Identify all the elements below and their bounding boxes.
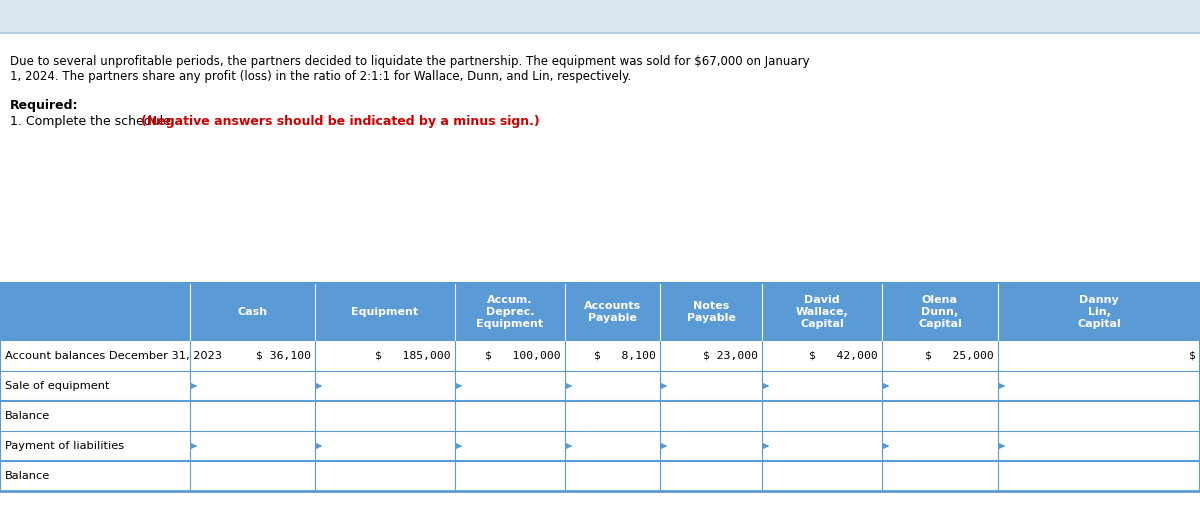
Text: Balance: Balance [5, 471, 50, 481]
Text: 1. Complete the schedule.: 1. Complete the schedule. [10, 115, 179, 128]
Text: $   42,000: $ 42,000 [809, 351, 878, 361]
Text: $: $ [1189, 351, 1196, 361]
Bar [0, 371, 1200, 401]
Bar [0, 401, 1200, 431]
Text: Due to several unprofitable periods, the partners decided to liquidate the partn: Due to several unprofitable periods, the… [10, 55, 810, 68]
Text: Cash: Cash [238, 307, 268, 317]
Text: David
Wallace,
Capital: David Wallace, Capital [796, 295, 848, 328]
Text: $   8,100: $ 8,100 [594, 351, 656, 361]
Bar [0, 461, 1200, 491]
Text: Required:: Required: [10, 99, 78, 112]
Bar [0, 431, 1200, 461]
Text: $   25,000: $ 25,000 [925, 351, 994, 361]
Text: $   100,000: $ 100,000 [485, 351, 562, 361]
Text: Balance: Balance [5, 411, 50, 421]
Text: $ 36,100: $ 36,100 [256, 351, 311, 361]
Text: $ 23,000: $ 23,000 [703, 351, 758, 361]
Text: Danny
Lin,
Capital: Danny Lin, Capital [1078, 295, 1121, 328]
Text: 1, 2024. The partners share any profit (loss) in the ratio of 2:1:1 for Wallace,: 1, 2024. The partners share any profit (… [10, 70, 631, 83]
Bar [0, 0, 1200, 33]
Text: Equipment: Equipment [352, 307, 419, 317]
Text: Payment of liabilities: Payment of liabilities [5, 441, 124, 451]
Text: (Negative answers should be indicated by a minus sign.): (Negative answers should be indicated by… [142, 115, 540, 128]
Text: Accum.
Deprec.
Equipment: Accum. Deprec. Equipment [476, 295, 544, 328]
Text: Accounts
Payable: Accounts Payable [584, 301, 641, 323]
Text: Account balances December 31, 2023: Account balances December 31, 2023 [5, 351, 222, 361]
Text: $   185,000: $ 185,000 [376, 351, 451, 361]
Bar [0, 341, 1200, 371]
Text: Olena
Dunn,
Capital: Olena Dunn, Capital [918, 295, 962, 328]
Text: Sale of equipment: Sale of equipment [5, 381, 109, 391]
Bar [0, 283, 1200, 341]
Text: Notes
Payable: Notes Payable [686, 301, 736, 323]
